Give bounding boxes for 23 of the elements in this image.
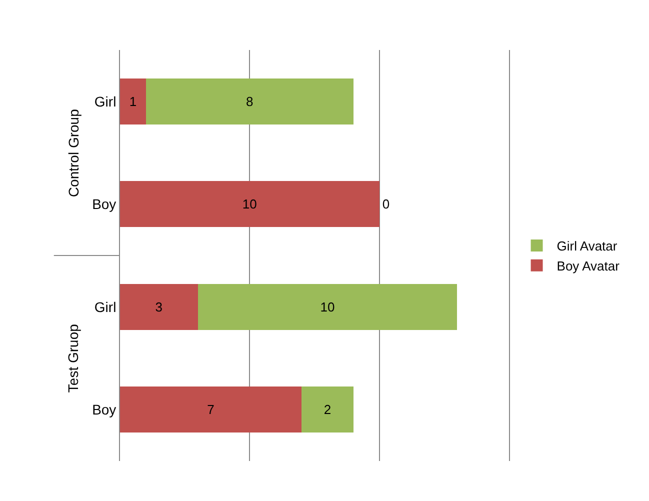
legend-label: Girl Avatar [556, 238, 618, 254]
data-label: 7 [207, 402, 214, 418]
text: Control Group [66, 108, 82, 198]
data-label: 10 [320, 299, 335, 314]
data-label: 2 [324, 402, 332, 418]
bar [198, 284, 458, 330]
bar [120, 78, 146, 124]
data-label: 1 [129, 94, 137, 109]
data-label: 10 [242, 196, 257, 212]
data-label: 8 [246, 94, 254, 109]
y-tick-label: Girl [94, 298, 116, 315]
data-label: 3 [155, 299, 163, 314]
bar [146, 78, 354, 124]
y-tick-label: Boy [92, 196, 116, 212]
bar [120, 181, 380, 228]
bar [302, 386, 354, 433]
legend-label: Boy Avatar [556, 258, 620, 274]
data-label: 0 [382, 196, 390, 212]
y-tick-label: Boy [92, 402, 116, 418]
text: Test Gruop [65, 324, 82, 393]
y-tick-label: Girl [94, 93, 116, 110]
bar [120, 386, 302, 433]
bar [120, 284, 198, 330]
